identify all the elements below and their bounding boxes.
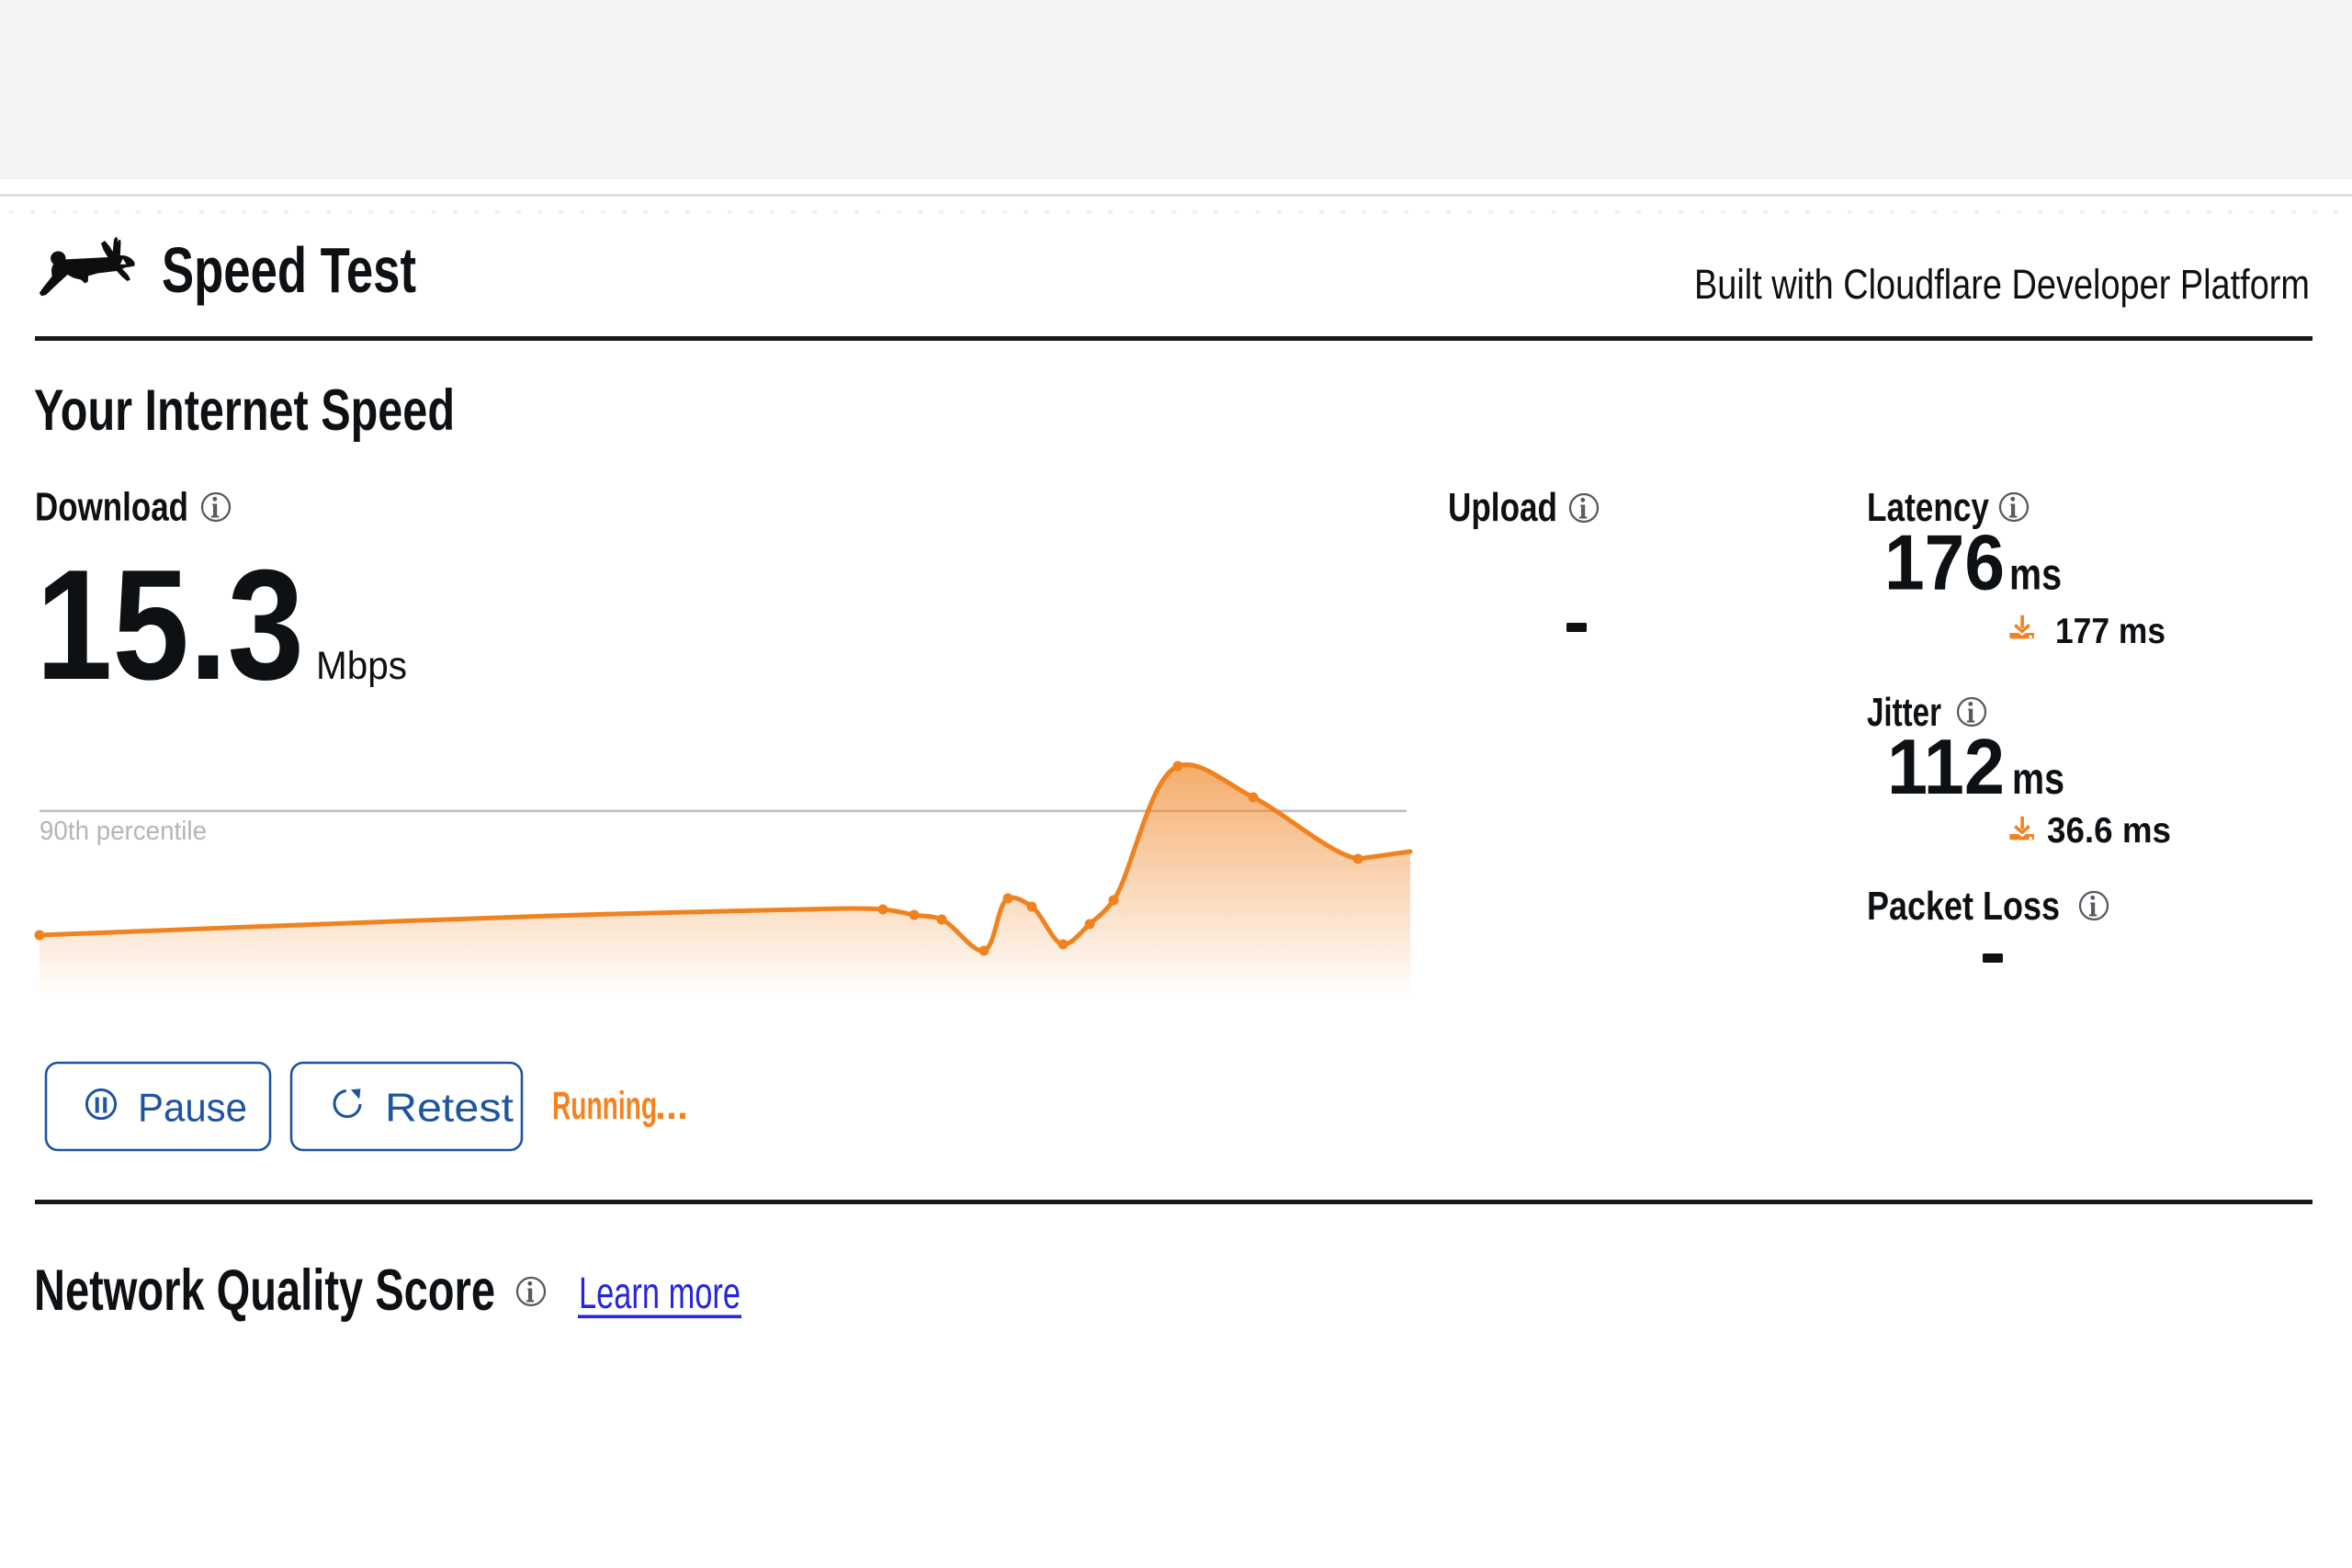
svg-text:Packet Loss: Packet Loss (1867, 884, 2060, 929)
svg-text:ms: ms (2009, 551, 2062, 600)
svg-text:112: 112 (1887, 724, 2005, 811)
svg-text:Jitter: Jitter (1867, 690, 1941, 735)
svg-text:...: ... (655, 1084, 688, 1128)
svg-text:36.6 ms: 36.6 ms (2047, 811, 2171, 851)
svg-text:15.3: 15.3 (36, 537, 304, 713)
svg-text:Mbps: Mbps (316, 644, 407, 688)
svg-text:Built with Cloudflare Develope: Built with Cloudflare Developer Platform (1694, 261, 2310, 308)
svg-text:176: 176 (1884, 520, 2005, 607)
svg-text:Learn more: Learn more (579, 1269, 741, 1318)
svg-text:Retest: Retest (385, 1086, 514, 1131)
svg-text:90th percentile: 90th percentile (40, 817, 207, 846)
svg-text:Speed Test: Speed Test (162, 234, 416, 306)
svg-text:Download: Download (35, 485, 188, 530)
svg-text:Running: Running (552, 1084, 657, 1128)
svg-text:Latency: Latency (1867, 485, 1989, 530)
svg-text:ms: ms (2012, 755, 2064, 804)
svg-text:Network Quality Score: Network Quality Score (34, 1258, 495, 1323)
svg-text:Pause: Pause (138, 1086, 247, 1131)
svg-text:Upload: Upload (1448, 485, 1557, 530)
svg-text:Your Internet Speed: Your Internet Speed (34, 378, 455, 443)
svg-text:177 ms: 177 ms (2055, 612, 2165, 651)
